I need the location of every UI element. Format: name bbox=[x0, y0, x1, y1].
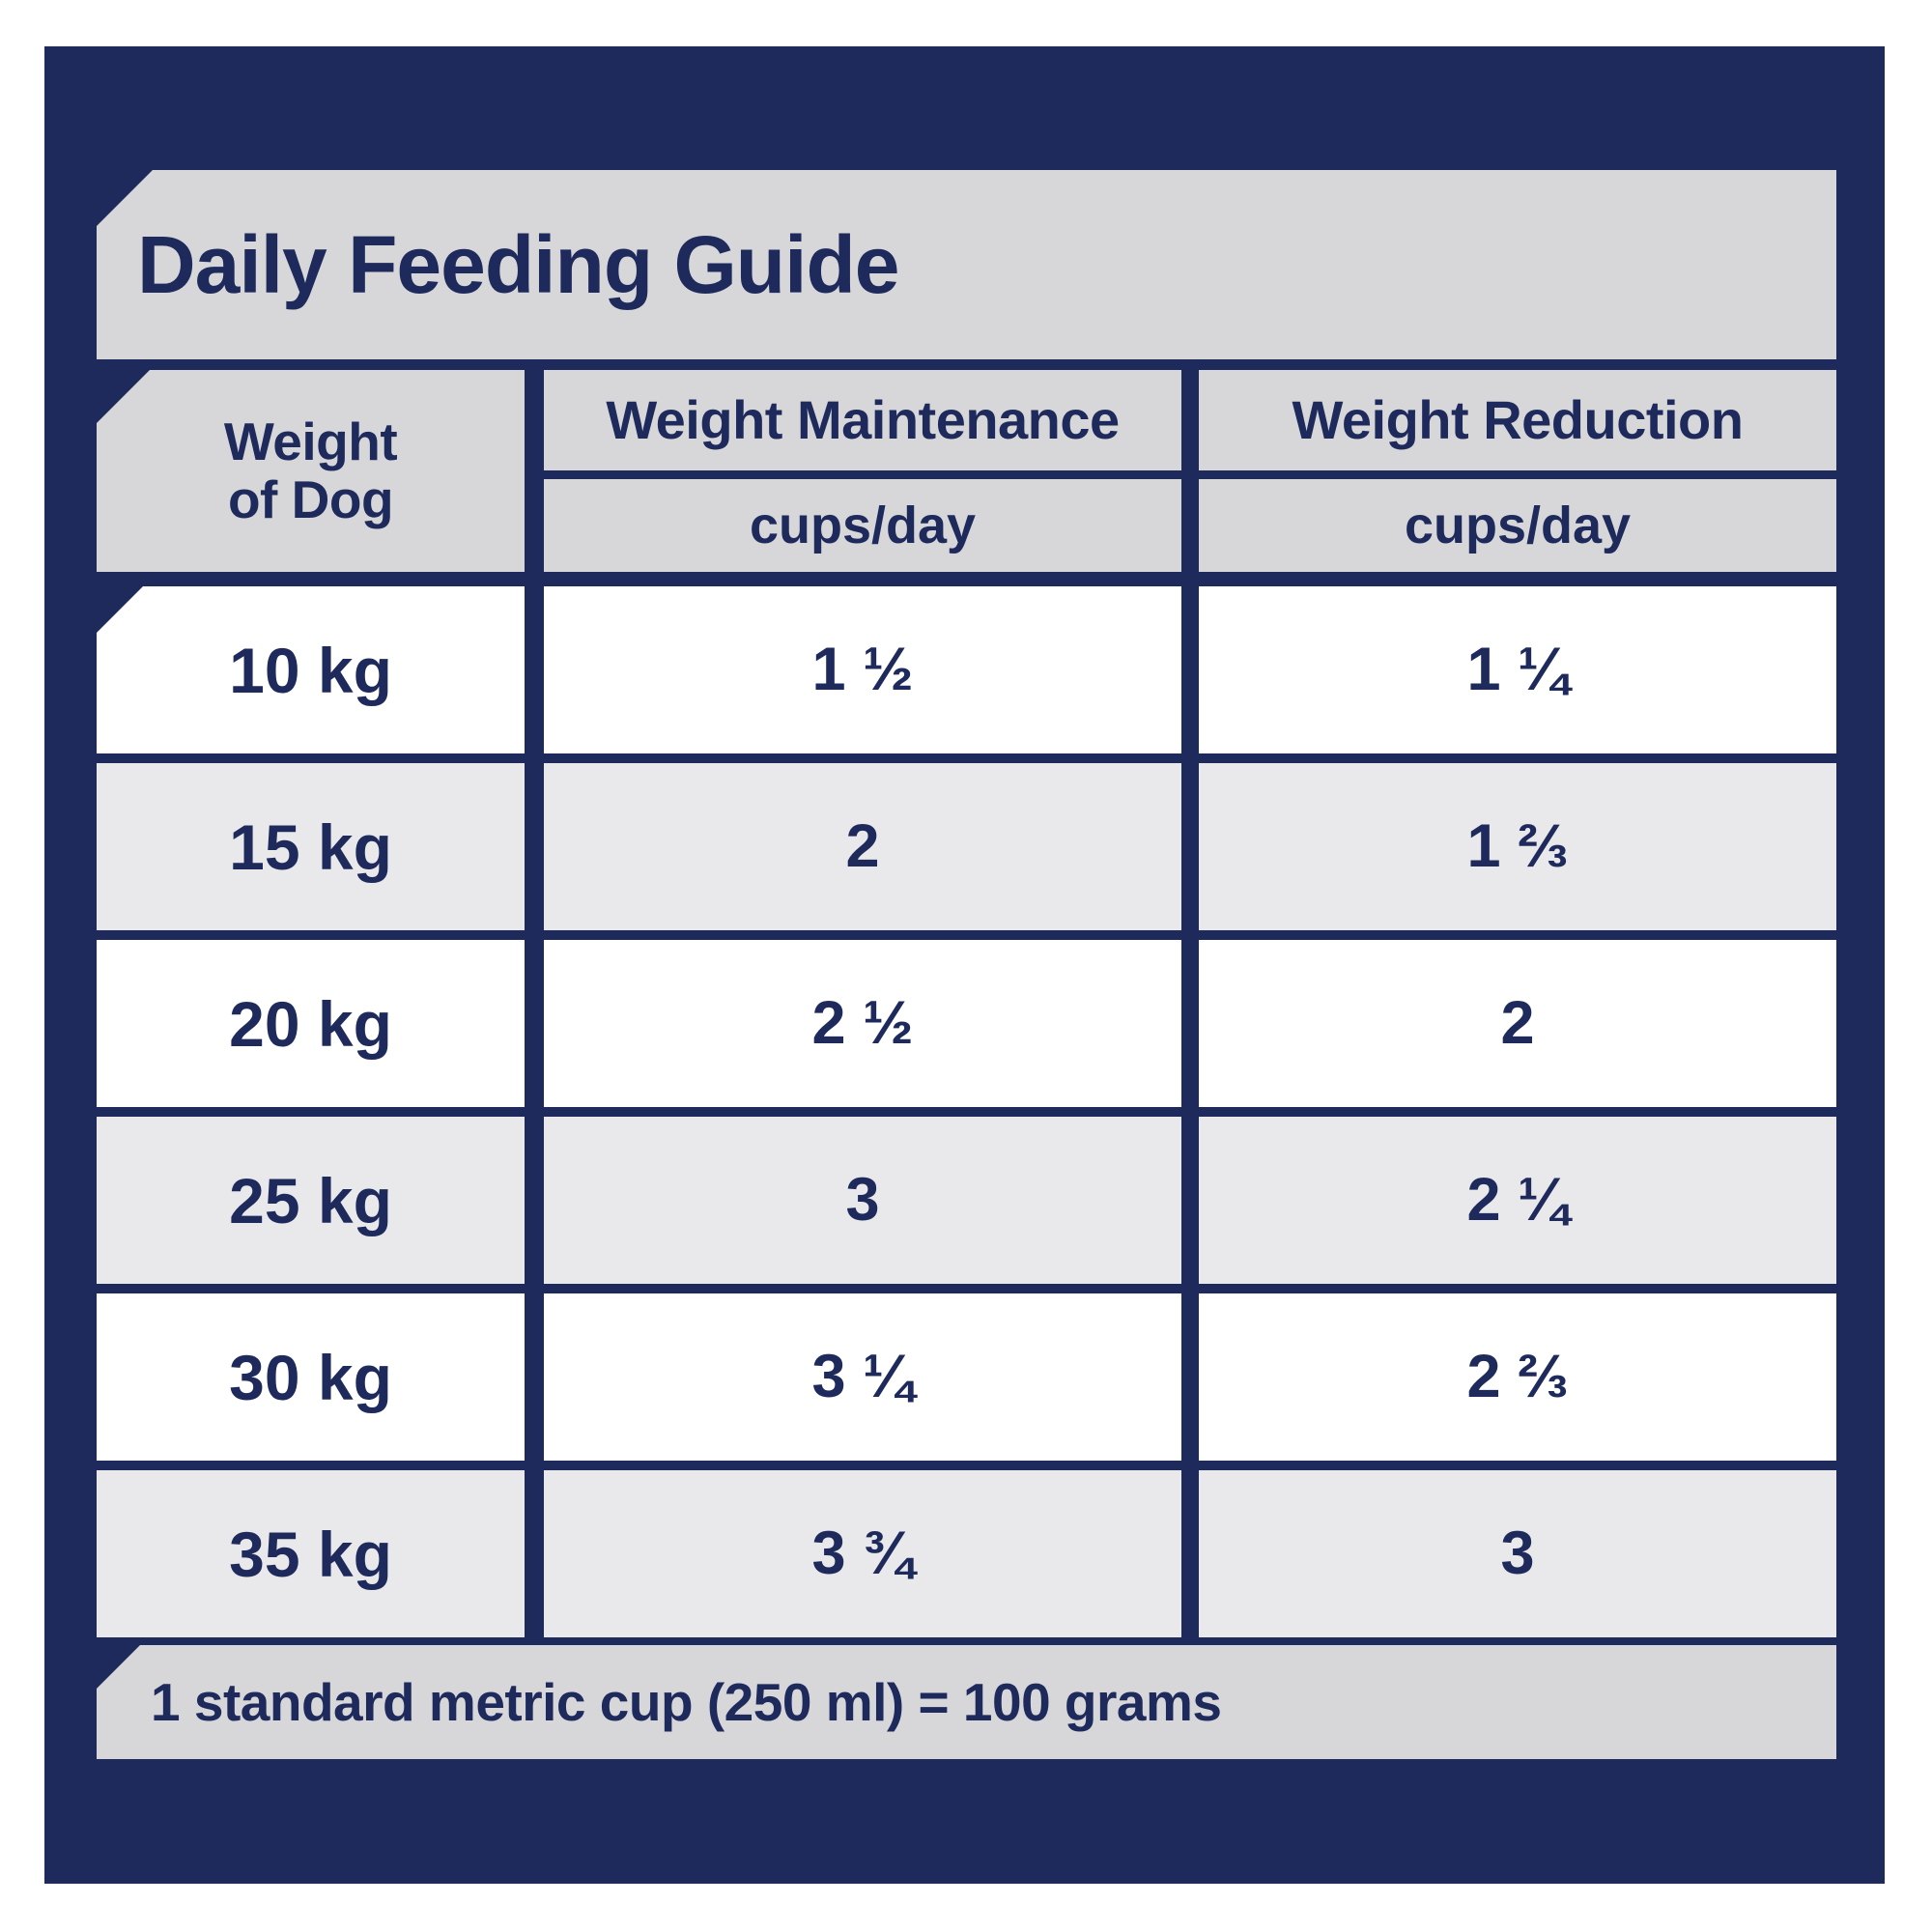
reduction-unit-label: cups/day bbox=[1404, 497, 1632, 554]
table-row: 15 kg 2 1 ⅔ bbox=[97, 763, 1836, 930]
table-row: 10 kg 1 ½ 1 ¼ bbox=[97, 586, 1836, 753]
header-divider bbox=[544, 470, 1181, 479]
weight-maintenance-label: Weight Maintenance bbox=[606, 389, 1120, 450]
reduction-cell: 2 bbox=[1199, 940, 1836, 1107]
weight-cell: 15 kg bbox=[97, 763, 525, 930]
page-title: Daily Feeding Guide bbox=[137, 219, 899, 310]
table-row: 20 kg 2 ½ 2 bbox=[97, 940, 1836, 1107]
column-header-weight-of-dog: Weight of Dog bbox=[97, 370, 525, 572]
weight-cell: 25 kg bbox=[97, 1117, 525, 1284]
weight-of-dog-label: Weight of Dog bbox=[223, 412, 398, 529]
reduction-cell: 1 ⅔ bbox=[1199, 763, 1836, 930]
reduction-cell: 2 ⅔ bbox=[1199, 1293, 1836, 1461]
reduction-cell: 1 ¼ bbox=[1199, 586, 1836, 753]
weight-cell: 30 kg bbox=[97, 1293, 525, 1461]
maintenance-cell: 2 ½ bbox=[544, 940, 1181, 1107]
table-header: Weight of Dog Weight Maintenance cups/da… bbox=[97, 370, 1836, 572]
footer-note-bar: 1 standard metric cup (250 ml) = 100 gra… bbox=[97, 1645, 1836, 1759]
title-bar: Daily Feeding Guide bbox=[97, 170, 1836, 359]
maintenance-cell: 3 ¼ bbox=[544, 1293, 1181, 1461]
maintenance-cell: 1 ½ bbox=[544, 586, 1181, 753]
maintenance-cell: 2 bbox=[544, 763, 1181, 930]
feeding-guide-panel: Daily Feeding Guide Weight of Dog Weight… bbox=[44, 46, 1885, 1884]
maintenance-cell: 3 ¾ bbox=[544, 1470, 1181, 1637]
weight-cell: 10 kg bbox=[97, 586, 525, 753]
reduction-cell: 3 bbox=[1199, 1470, 1836, 1637]
column-header-weight-maintenance: Weight Maintenance cups/day bbox=[544, 370, 1181, 572]
table-row: 25 kg 3 2 ¼ bbox=[97, 1117, 1836, 1284]
weight-reduction-label: Weight Reduction bbox=[1292, 389, 1744, 450]
table-row: 35 kg 3 ¾ 3 bbox=[97, 1470, 1836, 1637]
column-header-weight-reduction: Weight Reduction cups/day bbox=[1199, 370, 1836, 572]
weight-cell: 20 kg bbox=[97, 940, 525, 1107]
reduction-cell: 2 ¼ bbox=[1199, 1117, 1836, 1284]
header-divider bbox=[1199, 470, 1836, 479]
maintenance-unit-label: cups/day bbox=[749, 497, 977, 554]
footer-note: 1 standard metric cup (250 ml) = 100 gra… bbox=[151, 1671, 1222, 1732]
maintenance-cell: 3 bbox=[544, 1117, 1181, 1284]
table-row: 30 kg 3 ¼ 2 ⅔ bbox=[97, 1293, 1836, 1461]
weight-cell: 35 kg bbox=[97, 1470, 525, 1637]
